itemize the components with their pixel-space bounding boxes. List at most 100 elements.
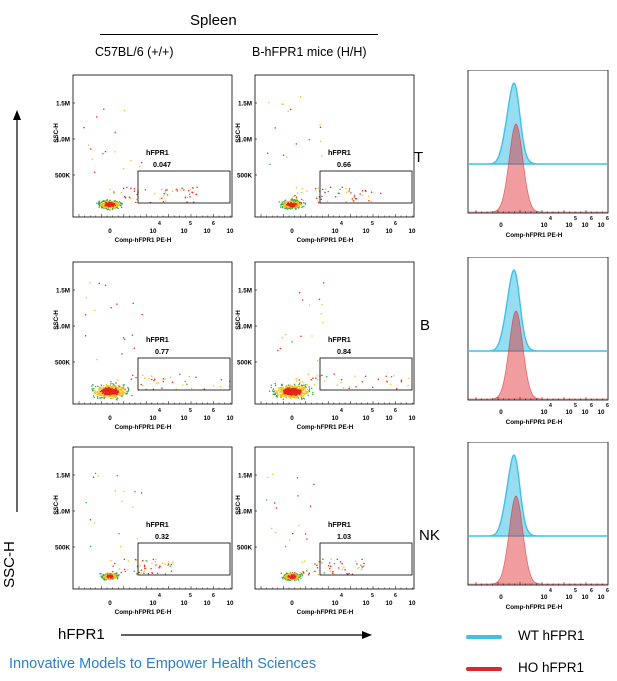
hist-x-tick-label: 0 xyxy=(499,222,503,229)
x-tick-label: 10 xyxy=(362,600,370,607)
event-dot xyxy=(92,383,94,386)
gate-name: hFPR1 xyxy=(328,148,351,157)
plot-frame xyxy=(72,74,233,218)
event-dot xyxy=(110,206,113,208)
hist-x-tick-exponent: 4 xyxy=(549,216,552,222)
x-tick-label: 10 xyxy=(203,415,211,422)
event-dot xyxy=(123,558,126,560)
event-dot xyxy=(179,189,182,191)
event-dot xyxy=(100,392,102,394)
dot-plot-t-wt: 1.5M1.0M500KSSC-H0104105106106Comp-hFPR1… xyxy=(53,74,234,244)
event-dot xyxy=(344,568,346,571)
event-dot xyxy=(302,394,305,397)
event-dot xyxy=(112,201,115,203)
event-dot xyxy=(136,193,138,196)
event-dot xyxy=(296,395,299,398)
event-dot xyxy=(285,392,287,395)
event-dot xyxy=(270,386,273,389)
event-dot xyxy=(85,296,88,299)
y-tick-label: 500K xyxy=(55,545,71,552)
event-dot xyxy=(143,570,145,573)
event-dot xyxy=(329,186,332,189)
event-dot xyxy=(301,574,303,577)
ho-histogram xyxy=(468,123,608,213)
gate-rectangle xyxy=(137,542,231,576)
gate-name: hFPR1 xyxy=(146,148,169,157)
event-dot xyxy=(294,389,297,392)
event-dot xyxy=(140,161,143,164)
event-dot xyxy=(279,386,281,389)
event-dot xyxy=(98,206,100,208)
event-dot xyxy=(297,495,299,497)
event-dot xyxy=(354,560,357,563)
event-dot xyxy=(287,207,289,210)
x-tick-exponent: 5 xyxy=(371,593,374,599)
y-tick-label: 1.0M xyxy=(56,509,70,516)
event-dot xyxy=(115,391,118,394)
event-dot xyxy=(320,313,322,315)
gate-percent: 0.047 xyxy=(153,160,171,169)
hist-x-tick-label: 10 xyxy=(597,222,605,229)
event-dot xyxy=(299,393,302,395)
event-dot xyxy=(390,376,393,378)
event-dot xyxy=(159,197,161,200)
plot-frame xyxy=(72,261,233,405)
event-dot xyxy=(288,386,290,388)
event-dot xyxy=(295,143,298,145)
event-dot xyxy=(313,384,316,386)
event-dot xyxy=(367,195,370,197)
event-dot xyxy=(141,374,144,377)
event-dot xyxy=(182,384,184,386)
event-dot xyxy=(98,203,101,206)
event-dot xyxy=(296,476,299,479)
event-dot xyxy=(157,381,160,384)
event-dot xyxy=(310,387,313,390)
x-tick-exponent: 4 xyxy=(340,408,343,414)
event-dot xyxy=(140,492,143,494)
event-dot xyxy=(126,568,129,571)
event-dot xyxy=(106,203,108,205)
gate-rectangle xyxy=(319,542,413,576)
event-dot xyxy=(303,560,306,562)
event-dot xyxy=(308,389,310,392)
hist-x-tick-exponent: 5 xyxy=(574,216,577,222)
event-dot xyxy=(298,382,301,385)
event-dot xyxy=(289,200,292,203)
legend-ho-swatch xyxy=(466,667,502,671)
event-dot xyxy=(355,198,358,200)
event-dot xyxy=(92,395,95,397)
dot-plot-nk-wt: 1.5M1.0M500KSSC-H0104105106106Comp-hFPR1… xyxy=(53,446,234,616)
event-dot xyxy=(109,386,112,389)
event-dot xyxy=(372,386,374,388)
event-dot xyxy=(151,572,154,575)
x-tick-label: 10 xyxy=(385,415,393,422)
event-dot xyxy=(161,197,163,199)
event-dot xyxy=(316,564,318,566)
event-dot xyxy=(400,381,403,383)
event-dot xyxy=(293,392,295,394)
event-dot xyxy=(317,200,319,203)
dot-x-axis-label: Comp-hFPR1 PE-H xyxy=(115,424,172,431)
event-dot xyxy=(111,390,113,393)
event-dot xyxy=(176,190,179,192)
event-dot xyxy=(83,126,85,129)
event-dot xyxy=(324,188,327,190)
gate-rectangle xyxy=(137,170,231,204)
plot-frame xyxy=(254,446,415,590)
event-dot xyxy=(283,204,285,206)
event-dot xyxy=(293,386,296,388)
y-tick-label: 500K xyxy=(237,173,253,180)
row-label-nk: NK xyxy=(419,527,440,544)
hist-x-tick-label: 10 xyxy=(565,222,573,229)
event-dot xyxy=(109,388,111,390)
event-dot xyxy=(115,394,118,397)
event-dot xyxy=(100,201,103,204)
event-dot xyxy=(110,559,112,562)
event-dot xyxy=(104,396,107,399)
event-dot xyxy=(343,566,345,568)
event-dot xyxy=(144,188,147,191)
event-dot xyxy=(101,392,104,394)
event-dot xyxy=(203,388,206,390)
event-dot xyxy=(280,572,283,575)
event-dot xyxy=(114,391,117,393)
